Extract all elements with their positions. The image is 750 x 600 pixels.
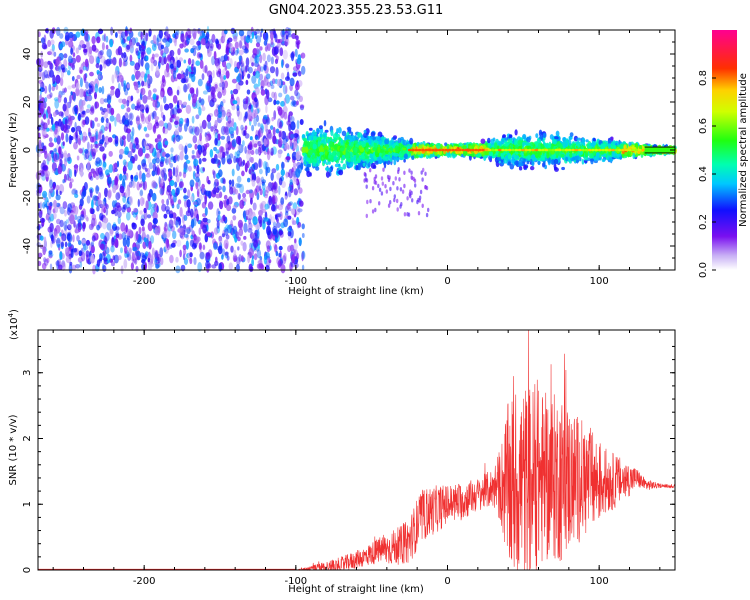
- colorbar-tick-label: 0.8: [698, 70, 709, 86]
- spectrogram-y-tick-label: -20: [22, 190, 33, 206]
- colorbar-tick-label: 0.0: [698, 262, 709, 278]
- colorbar-tick-label: 0.4: [698, 166, 709, 182]
- colorbar-tick-label: 0.6: [698, 118, 709, 134]
- spectrogram-x-tick-label: 0: [444, 276, 450, 287]
- spectrogram-x-tick-label: -200: [133, 276, 156, 287]
- snr-y-tick-label: 0: [22, 567, 33, 573]
- spectrogram-x-tick-label: 100: [590, 276, 609, 287]
- spectrogram-y-tick-label: 40: [22, 48, 33, 61]
- snr-x-tick-label: -200: [133, 576, 156, 587]
- spectrogram-y-tick-label: 0: [22, 147, 33, 153]
- spectrogram-x-axis-label: Height of straight line (km): [288, 286, 424, 297]
- snr-scale-exponent: 4: [7, 312, 15, 317]
- snr-x-tick-label: 100: [590, 576, 609, 587]
- spectrogram-y-ticks: -40 -20 0 20 40: [22, 29, 675, 271]
- colorbar-ticks: 0.0 0.2 0.4 0.6 0.8: [698, 70, 716, 278]
- snr-x-ticks: -200 -100 0 100: [52, 330, 661, 587]
- colorbar: 0.0 0.2 0.4 0.6 0.8 Normalized spectral ampl…: [698, 30, 749, 278]
- snr-panel: -200 -100 0 100 0 1 2 3 Height of straight lin…: [7, 309, 676, 595]
- snr-scale-prefix: (x10: [9, 317, 20, 340]
- spectrogram-y-tick-label: 20: [22, 96, 33, 109]
- snr-y-tick-label: 3: [22, 370, 33, 376]
- colorbar-tick-label: 0.2: [698, 214, 709, 230]
- colorbar-label: Normalized spectral amplitude: [738, 73, 749, 227]
- spectrogram-x-tick-label: -100: [284, 276, 307, 287]
- snr-y-axis-label: SNR (10 * v/v): [8, 414, 19, 485]
- colorbar-gradient: [712, 30, 737, 270]
- spectrogram-center-line: [407, 146, 675, 154]
- figure-title: GN04.2023.355.23.53.G11: [269, 3, 444, 18]
- spectrogram-y-axis-label: Frequency (Hz): [8, 112, 19, 188]
- snr-y-tick-label: 1: [22, 501, 33, 507]
- spectrogram-plot-area: [35, 25, 677, 275]
- snr-x-tick-label: -100: [284, 576, 307, 587]
- snr-scale-factor: (x104): [7, 309, 20, 340]
- snr-series-line: [37, 329, 676, 572]
- spectrogram-y-tick-label: -40: [22, 238, 33, 254]
- snr-x-tick-label: 0: [444, 576, 450, 587]
- spectrogram-x-ticks: -200 -100 0 100: [52, 30, 661, 287]
- snr-y-tick-label: 2: [22, 435, 33, 441]
- snr-y-ticks: 0 1 2 3: [22, 345, 675, 573]
- snr-scale-suffix: ): [9, 309, 20, 313]
- snr-x-axis-label: Height of straight line (km): [288, 584, 424, 595]
